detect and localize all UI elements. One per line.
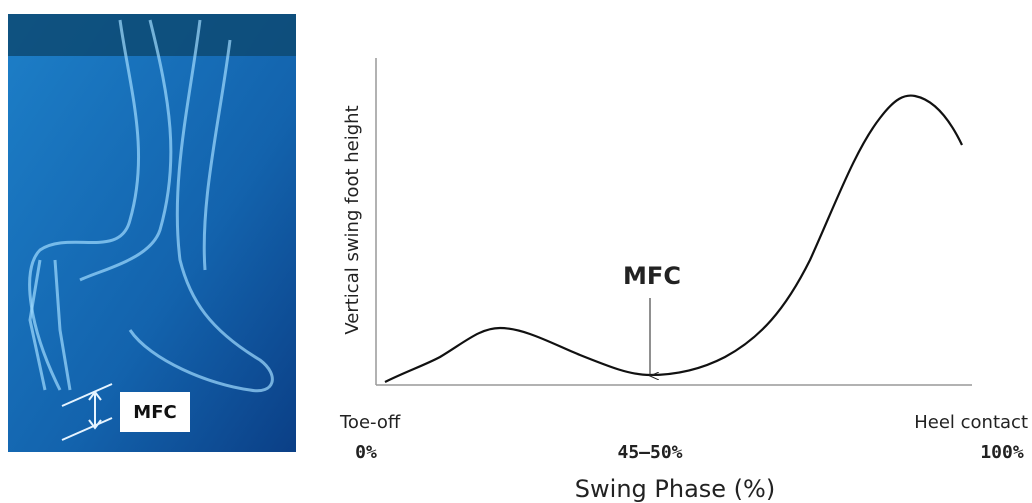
start-pct: 0% bbox=[355, 442, 377, 463]
x-axis-label: Swing Phase (%) bbox=[575, 475, 775, 503]
image-label: MFC bbox=[133, 402, 176, 423]
end-event: Heel contact bbox=[914, 412, 1028, 433]
end-pct: 100% bbox=[980, 442, 1024, 463]
y-axis-label: Vertical swing foot height bbox=[342, 105, 363, 334]
illustration-band bbox=[8, 14, 296, 56]
page: MFC MFC Vertical swing foot height Toe-o… bbox=[0, 0, 1032, 503]
illustration-background bbox=[8, 14, 296, 452]
chart: MFC Vertical swing foot height Toe-off H… bbox=[339, 58, 1028, 503]
figure: MFC MFC Vertical swing foot height Toe-o… bbox=[0, 0, 1032, 503]
height-curve bbox=[385, 96, 962, 382]
start-event: Toe-off bbox=[339, 412, 401, 433]
mid-pct: 45–50% bbox=[617, 442, 682, 463]
annotation: MFC bbox=[623, 262, 681, 290]
illustration: MFC bbox=[8, 14, 296, 452]
